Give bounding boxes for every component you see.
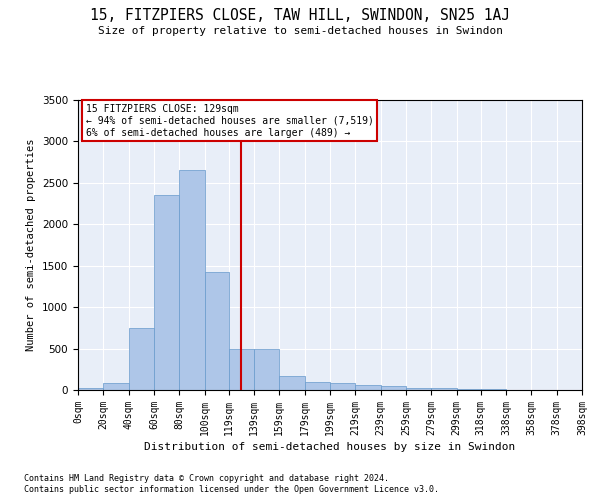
Bar [179,170,205,390]
Bar [78,388,103,390]
Y-axis label: Number of semi-detached properties: Number of semi-detached properties [26,138,37,352]
Text: Contains public sector information licensed under the Open Government Licence v3: Contains public sector information licen… [24,485,439,494]
Bar [154,196,179,390]
Text: Contains HM Land Registry data © Crown copyright and database right 2024.: Contains HM Land Registry data © Crown c… [24,474,389,483]
Bar [380,386,406,390]
Bar [280,376,305,390]
Bar [103,384,128,390]
Bar [229,348,254,390]
Bar [205,272,229,390]
Bar [406,388,431,390]
Text: 15, FITZPIERS CLOSE, TAW HILL, SWINDON, SN25 1AJ: 15, FITZPIERS CLOSE, TAW HILL, SWINDON, … [90,8,510,22]
Bar [128,328,154,390]
Bar [457,389,481,390]
Bar [355,385,380,390]
Bar [254,348,280,390]
Text: 15 FITZPIERS CLOSE: 129sqm
← 94% of semi-detached houses are smaller (7,519)
6% : 15 FITZPIERS CLOSE: 129sqm ← 94% of semi… [86,104,373,138]
Bar [305,382,330,390]
Bar [330,384,355,390]
Bar [431,388,457,390]
Text: Size of property relative to semi-detached houses in Swindon: Size of property relative to semi-detach… [97,26,503,36]
Text: Distribution of semi-detached houses by size in Swindon: Distribution of semi-detached houses by … [145,442,515,452]
